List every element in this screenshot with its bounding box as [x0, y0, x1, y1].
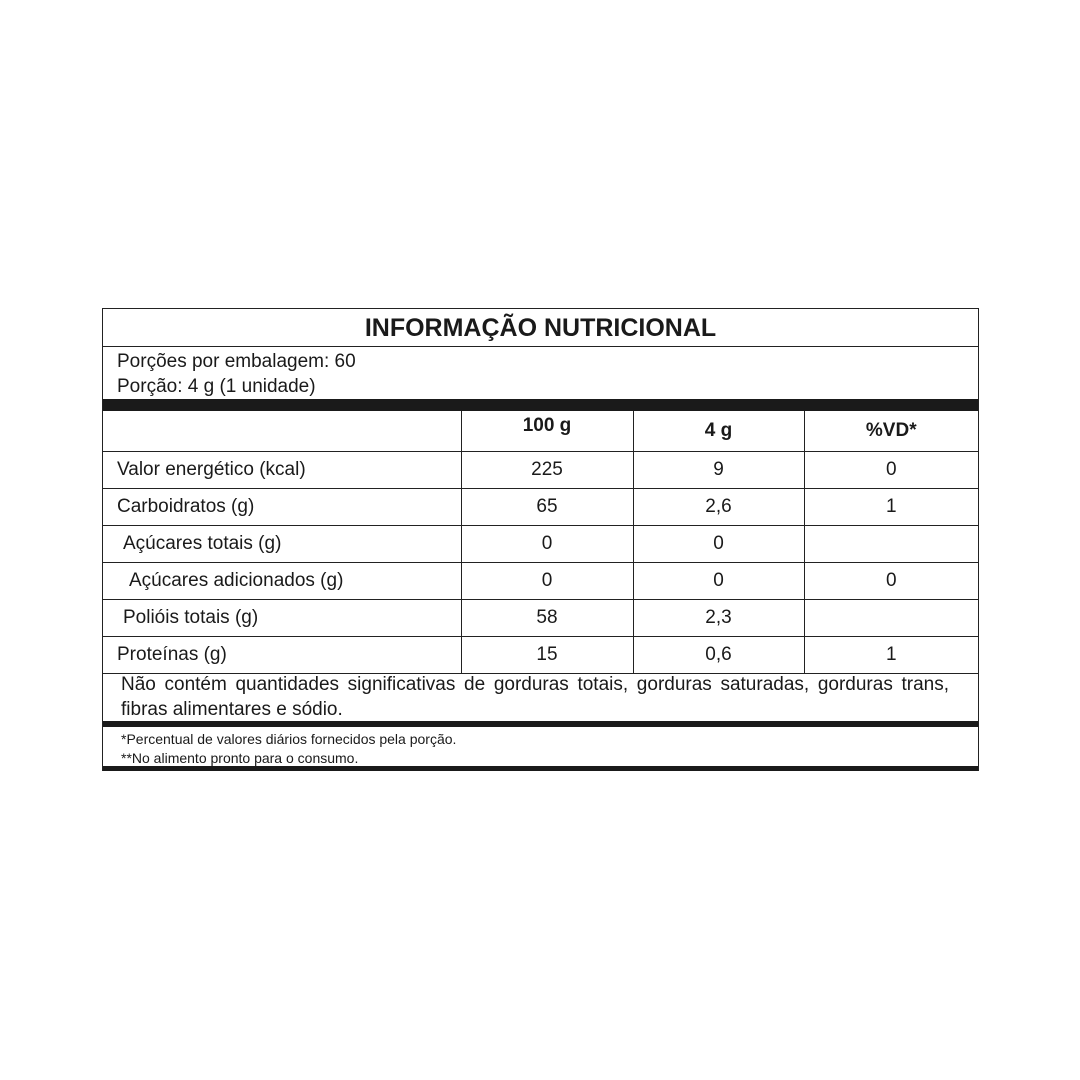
value-per-serving: 0: [632, 525, 805, 563]
value-per-100g: 65: [460, 488, 634, 526]
value-per-100g: 0: [460, 562, 634, 600]
column-header: %VD*: [803, 411, 978, 452]
nutrient-name: Açúcares totais (g): [103, 525, 462, 563]
value-per-serving: 2,6: [632, 488, 805, 526]
nutrient-name: Carboidratos (g): [103, 488, 462, 526]
nutrient-name: Açúcares adicionados (g): [103, 562, 462, 600]
nutrient-name: Polióis totais (g): [103, 599, 462, 637]
value-per-serving: 0: [632, 562, 805, 600]
column-header: 100 g: [460, 411, 634, 452]
thick-divider: [103, 721, 978, 727]
nutrient-name: Valor energético (kcal): [103, 451, 462, 489]
column-header: [103, 411, 462, 452]
value-per-serving: 0,6: [632, 636, 805, 674]
value-per-100g: 0: [460, 525, 634, 563]
daily-value-percent: 0: [803, 562, 978, 600]
nutrient-name: Proteínas (g): [103, 636, 462, 674]
table-row: Carboidratos (g) 65 2,6 1: [103, 488, 978, 526]
daily-value-percent: 0: [803, 451, 978, 489]
table-row: Açúcares adicionados (g) 0 0 0: [103, 562, 978, 600]
column-header: 4 g: [632, 411, 805, 452]
daily-value-percent: 1: [803, 488, 978, 526]
footnote: **No alimento pronto para o consumo.: [121, 750, 359, 766]
table-row: Proteínas (g) 15 0,6 1: [103, 636, 978, 674]
value-per-100g: 58: [460, 599, 634, 637]
serving-info: Porções por embalagem: 60 Porção: 4 g (1…: [117, 349, 356, 399]
daily-value-percent: [803, 599, 978, 637]
nutrient-table: 100 g 4 g %VD* Valor energético (kcal) 22…: [103, 411, 978, 674]
daily-value-percent: [803, 525, 978, 563]
thick-divider: [103, 399, 978, 411]
daily-value-percent: 1: [803, 636, 978, 674]
not-significant-note: Não contém quantidades significativas de…: [121, 674, 949, 720]
table-row: Polióis totais (g) 58 2,3: [103, 599, 978, 637]
table-title: INFORMAÇÃO NUTRICIONAL: [103, 309, 978, 347]
table-row: Açúcares totais (g) 0 0: [103, 525, 978, 563]
footnote: *Percentual de valores diários fornecido…: [121, 731, 457, 747]
servings-per-package: Porções por embalagem: 60: [117, 351, 356, 372]
value-per-serving: 2,3: [632, 599, 805, 637]
footnotes: *Percentual de valores diários fornecido…: [121, 730, 456, 768]
nutrition-facts-table: INFORMAÇÃO NUTRICIONAL Porções por embal…: [102, 308, 979, 771]
value-per-serving: 9: [632, 451, 805, 489]
value-per-100g: 15: [460, 636, 634, 674]
value-per-100g: 225: [460, 451, 634, 489]
header-row: 100 g 4 g %VD*: [103, 411, 978, 452]
table-row: Valor energético (kcal) 225 9 0: [103, 451, 978, 489]
thick-divider: [103, 766, 978, 771]
serving-size: Porção: 4 g (1 unidade): [117, 376, 316, 397]
